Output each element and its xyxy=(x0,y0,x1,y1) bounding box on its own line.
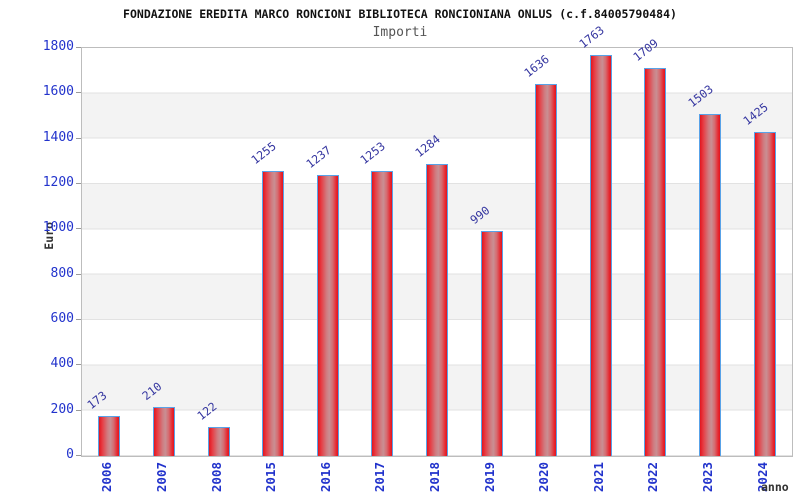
y-tick-label: 600 xyxy=(50,311,74,326)
y-tick-label: 400 xyxy=(50,356,74,372)
bar-2016 xyxy=(316,174,339,456)
y-tick-mark xyxy=(76,409,81,411)
bar-value-label: 990 xyxy=(466,202,492,227)
x-tick-label-2015: 2015 xyxy=(263,462,279,493)
bar-2020 xyxy=(535,84,558,456)
y-tick-mark xyxy=(76,364,81,366)
y-tick-mark xyxy=(76,137,81,139)
x-tick-label-2017: 2017 xyxy=(372,462,388,493)
x-tick-label-2019: 2019 xyxy=(481,462,497,493)
y-tick-mark xyxy=(76,47,81,48)
y-tick-label: 1200 xyxy=(42,175,74,190)
y-tick-mark xyxy=(76,228,81,230)
y-tick-label: 1400 xyxy=(42,129,74,145)
bar-2021 xyxy=(589,55,612,456)
bar-2023 xyxy=(699,114,722,456)
x-tick-label-2006: 2006 xyxy=(99,462,115,493)
x-tick-label-2018: 2018 xyxy=(427,462,442,493)
bar-value-label: 1255 xyxy=(248,138,279,167)
bar-value-label: 1636 xyxy=(521,52,553,81)
bar-value-label: 1425 xyxy=(740,99,771,128)
bar-2018 xyxy=(426,163,448,456)
y-tick-label: 1000 xyxy=(42,220,74,236)
x-tick-label-2020: 2020 xyxy=(536,462,552,493)
x-tick-label-2021: 2021 xyxy=(590,462,606,493)
bar-value-label: 1503 xyxy=(685,82,716,111)
y-tick-label: 200 xyxy=(50,401,74,417)
y-tick-label: 1800 xyxy=(42,39,74,54)
bar-value-label: 1253 xyxy=(357,138,389,167)
bar-2008 xyxy=(207,427,230,456)
x-axis-title: anno xyxy=(761,480,789,494)
plot-area: 173 210 122 1255 1237 1253 1284 990 1636 1763 1709… xyxy=(81,23,793,457)
y-tick-mark xyxy=(76,183,81,184)
bar-2007 xyxy=(152,407,175,456)
x-tick-label-2016: 2016 xyxy=(317,462,333,493)
y-tick-mark xyxy=(76,455,81,456)
bar-value-label: 1237 xyxy=(303,142,334,171)
bar-value-label: 173 xyxy=(84,387,110,412)
bar-value-label: 122 xyxy=(193,399,219,424)
chart-title: FONDAZIONE EREDITA MARCO RONCIONI BIBLIO… xyxy=(123,7,677,21)
bar-2024 xyxy=(753,132,776,456)
y-tick-mark xyxy=(76,319,81,320)
bar-2006 xyxy=(98,415,121,456)
x-tick-label-2023: 2023 xyxy=(700,462,716,493)
y-tick-mark xyxy=(76,273,81,275)
x-tick-label-2008: 2008 xyxy=(208,462,224,493)
bar-2017 xyxy=(371,171,394,456)
bar-2022 xyxy=(644,67,667,456)
y-tick-label: 800 xyxy=(50,265,74,281)
bar-value-label: 1284 xyxy=(412,131,443,160)
y-tick-label: 1600 xyxy=(42,84,74,100)
bar-2015 xyxy=(262,170,285,456)
y-tick-mark xyxy=(76,92,81,94)
bar-2019 xyxy=(480,230,503,456)
x-tick-label-2022: 2022 xyxy=(645,462,661,493)
y-tick-label: 0 xyxy=(66,447,74,462)
bar-value-label: 210 xyxy=(139,379,165,404)
chart-subtitle: Importi xyxy=(372,25,428,40)
x-tick-label-2007: 2007 xyxy=(153,462,169,493)
